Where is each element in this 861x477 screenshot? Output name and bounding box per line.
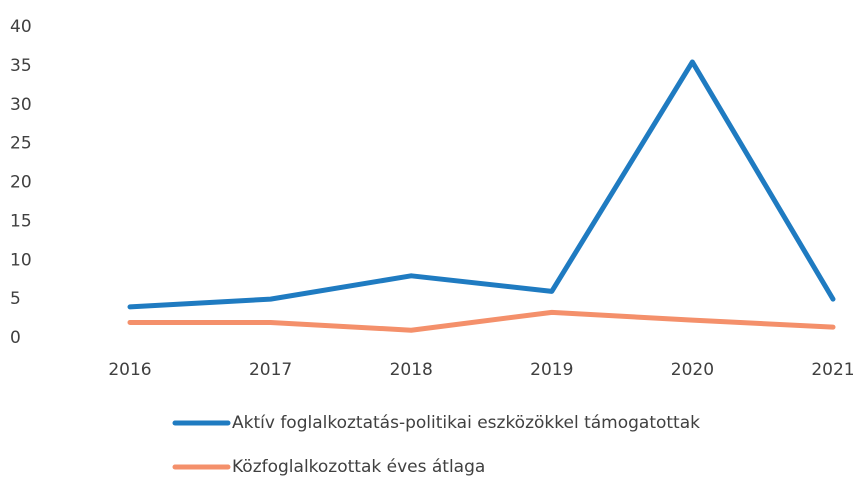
y-tick-label: 10	[10, 250, 32, 270]
x-tick-label: 2016	[108, 360, 151, 380]
y-tick-label: 15	[10, 211, 32, 231]
y-tick-label: 20	[10, 173, 32, 193]
y-tick-label: 35	[10, 56, 32, 76]
y-tick-label: 0	[10, 328, 21, 348]
y-tick-label: 25	[10, 134, 32, 154]
legend-label: Aktív foglalkoztatás-politikai eszközökk…	[232, 413, 700, 433]
x-tick-label: 2018	[390, 360, 433, 380]
legend-label: Közfoglalkozottak éves átlaga	[232, 457, 485, 477]
x-tick-label: 2019	[530, 360, 573, 380]
x-tick-label: 2020	[671, 360, 714, 380]
x-tick-label: 2017	[249, 360, 292, 380]
series-line	[127, 59, 836, 310]
x-tick-label: 2021	[811, 360, 854, 380]
series-line	[127, 309, 836, 333]
y-tick-label: 30	[10, 95, 32, 115]
y-tick-label: 5	[10, 289, 21, 309]
y-tick-label: 40	[10, 17, 32, 37]
